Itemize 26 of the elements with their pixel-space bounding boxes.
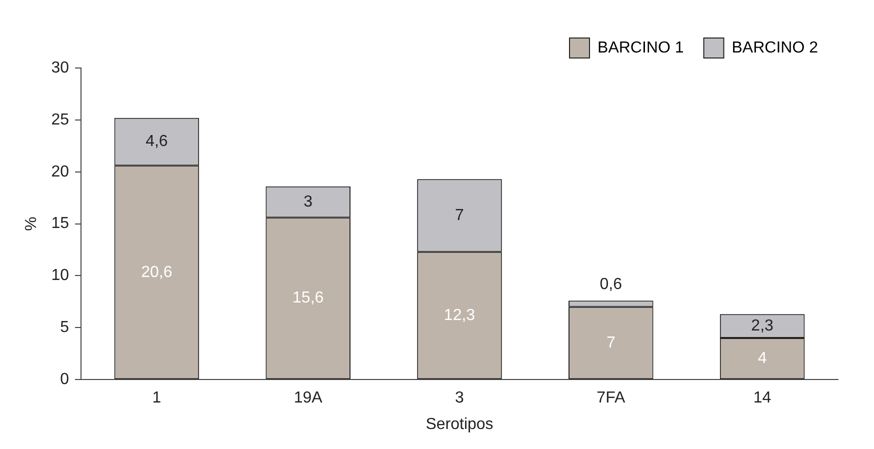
y-tick-label: 30 bbox=[51, 59, 70, 76]
x-tick-label: 3 bbox=[455, 390, 464, 407]
data-label: 12,3 bbox=[444, 306, 476, 324]
data-label: 7 bbox=[606, 334, 616, 352]
x-tick-label: 1 bbox=[152, 390, 162, 407]
y-tick-label: 25 bbox=[51, 111, 70, 128]
data-label: 4 bbox=[758, 350, 767, 367]
y-tick-label: 5 bbox=[60, 319, 70, 336]
data-label: 4,6 bbox=[146, 133, 168, 150]
data-label: 2,3 bbox=[751, 318, 774, 335]
x-axis-title: Serotipos bbox=[426, 416, 494, 433]
x-tick-label: 7FA bbox=[596, 390, 626, 407]
y-tick-label: 10 bbox=[51, 267, 70, 284]
legend-label: BARCINO 2 bbox=[732, 39, 818, 56]
y-tick-label: 0 bbox=[60, 371, 70, 388]
data-label: 15,6 bbox=[292, 290, 324, 307]
data-label: 7 bbox=[455, 206, 464, 224]
data-label: 3 bbox=[304, 193, 313, 210]
data-label: 20,6 bbox=[141, 264, 172, 281]
data-label: 0,6 bbox=[600, 276, 622, 294]
y-tick-label: 20 bbox=[51, 163, 70, 180]
x-tick-label: 14 bbox=[753, 390, 772, 407]
legend-label: BARCINO 1 bbox=[598, 39, 684, 56]
x-tick-label: 19A bbox=[294, 390, 323, 407]
y-tick-label: 15 bbox=[51, 215, 70, 232]
y-axis-title: % bbox=[23, 216, 40, 231]
